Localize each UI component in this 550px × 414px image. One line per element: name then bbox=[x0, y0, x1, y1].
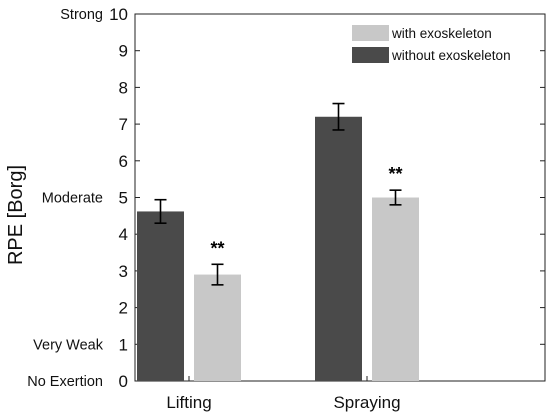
bar bbox=[194, 274, 241, 381]
y-tick-label: 5 bbox=[119, 189, 128, 208]
legend-swatch bbox=[352, 47, 389, 63]
y-tick-label: 1 bbox=[119, 335, 128, 354]
y-tick-label: 3 bbox=[119, 262, 128, 281]
y-axis-label: RPE [Borg] bbox=[5, 165, 27, 265]
significance-marker: ** bbox=[210, 238, 224, 258]
legend-swatch bbox=[352, 25, 389, 41]
bar bbox=[315, 116, 362, 381]
bar bbox=[137, 211, 184, 381]
legend-entry-label: without exoskeleton bbox=[391, 48, 511, 63]
y-descriptor-label: Very Weak bbox=[33, 337, 104, 353]
bar bbox=[372, 197, 419, 381]
significance-marker: ** bbox=[388, 164, 402, 184]
x-tick-label: Spraying bbox=[333, 393, 400, 412]
y-tick-label: 7 bbox=[119, 115, 128, 134]
y-descriptor-label: No Exertion bbox=[27, 374, 103, 390]
y-descriptor-label: Strong bbox=[60, 7, 103, 23]
y-tick-label: 2 bbox=[119, 299, 128, 318]
y-tick-label: 8 bbox=[119, 78, 128, 97]
legend-entry-label: with exoskeleton bbox=[391, 26, 492, 41]
y-tick-label: 9 bbox=[119, 42, 128, 61]
plot-area: 0 No Exertion 1 Very Weak 2 3 4 5 Moderate 6 7 8 9 10… bbox=[27, 5, 546, 412]
y-descriptor-label: Moderate bbox=[42, 191, 103, 207]
y-tick-label: 4 bbox=[119, 225, 128, 244]
y-tick-label: 10 bbox=[109, 5, 128, 24]
y-tick-label: 6 bbox=[119, 152, 128, 171]
y-tick-label: 0 bbox=[119, 372, 128, 391]
x-tick-label: Lifting bbox=[166, 393, 211, 412]
